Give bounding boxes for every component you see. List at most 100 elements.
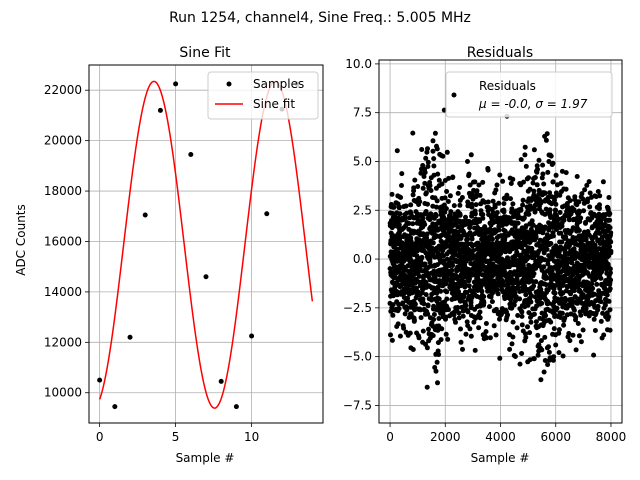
legend-samples-label: Samples bbox=[253, 77, 304, 91]
residual-point bbox=[445, 336, 451, 342]
residual-point bbox=[578, 312, 584, 318]
residual-point bbox=[502, 228, 508, 234]
residual-point bbox=[518, 207, 524, 213]
residual-point bbox=[544, 275, 550, 281]
residual-point bbox=[436, 296, 442, 302]
residual-point bbox=[418, 315, 424, 321]
residual-point bbox=[607, 327, 613, 333]
residual-point bbox=[420, 163, 426, 168]
residual-point bbox=[534, 163, 540, 169]
residual-point bbox=[582, 187, 588, 193]
residual-point bbox=[438, 288, 444, 294]
residual-point bbox=[456, 310, 462, 316]
residual-point bbox=[396, 222, 402, 228]
residual-point bbox=[423, 292, 429, 298]
residual-point bbox=[551, 326, 557, 332]
sine-fit-legend-box bbox=[207, 71, 319, 120]
residual-point bbox=[396, 306, 402, 312]
sine-fit-ytick-label: 10000 bbox=[44, 386, 82, 400]
residual-point bbox=[550, 160, 556, 166]
residual-point bbox=[397, 333, 403, 339]
residual-point bbox=[541, 264, 547, 270]
residual-point bbox=[416, 335, 422, 341]
residual-point bbox=[431, 163, 437, 169]
residual-point bbox=[520, 202, 526, 208]
sine-fit-ylabel: ADC Counts bbox=[14, 204, 28, 276]
residual-point bbox=[607, 266, 613, 272]
residual-point bbox=[436, 177, 442, 183]
residual-point bbox=[571, 207, 577, 213]
residual-point bbox=[532, 175, 538, 180]
residual-point bbox=[467, 182, 473, 188]
residual-point bbox=[607, 270, 613, 276]
residual-point bbox=[584, 182, 590, 188]
residual-point bbox=[486, 205, 491, 210]
residual-point bbox=[431, 312, 437, 317]
residual-point bbox=[505, 312, 511, 318]
residual-point bbox=[561, 322, 567, 328]
residual-point bbox=[607, 225, 613, 231]
residual-point bbox=[551, 354, 557, 360]
residual-point bbox=[410, 130, 416, 136]
residual-point bbox=[577, 209, 582, 215]
residual-point bbox=[397, 211, 403, 217]
residual-point bbox=[457, 202, 463, 208]
residual-point bbox=[550, 233, 556, 239]
residual-point bbox=[535, 332, 541, 338]
residual-point bbox=[472, 179, 478, 185]
residual-point bbox=[532, 207, 538, 213]
residual-point bbox=[424, 384, 430, 390]
residual-point bbox=[558, 315, 563, 320]
residual-point bbox=[399, 183, 404, 188]
residual-point bbox=[476, 182, 482, 188]
residual-point bbox=[517, 296, 523, 302]
residual-point bbox=[441, 214, 447, 220]
residual-point bbox=[422, 222, 428, 227]
sample-point bbox=[188, 152, 194, 157]
residual-point bbox=[591, 316, 597, 322]
residual-point bbox=[548, 153, 554, 159]
residual-point bbox=[466, 283, 472, 289]
residual-point bbox=[520, 197, 526, 203]
residual-point bbox=[552, 197, 557, 203]
residuals-xtick-label: 4000 bbox=[485, 430, 516, 444]
residual-point bbox=[549, 201, 555, 207]
residual-point bbox=[576, 228, 582, 233]
residual-point bbox=[416, 273, 422, 279]
residual-point bbox=[462, 282, 468, 287]
residual-point bbox=[541, 181, 547, 187]
residual-point bbox=[517, 361, 523, 367]
residuals-ticks: 0 2000 4000 6000 8000 −7.5 −5.0 −2.5 0.0 2.5 5.0 7.… bbox=[343, 57, 626, 444]
residual-point bbox=[531, 356, 537, 362]
residual-point bbox=[608, 248, 614, 254]
residual-point bbox=[403, 215, 409, 221]
residual-point bbox=[405, 263, 411, 269]
residual-point bbox=[575, 321, 581, 326]
residual-point bbox=[563, 234, 569, 240]
residual-point bbox=[540, 162, 546, 168]
residual-point bbox=[477, 192, 483, 198]
sample-point bbox=[127, 334, 133, 340]
residual-point bbox=[590, 285, 596, 291]
residuals-xtick-label: 2000 bbox=[430, 430, 461, 444]
residual-point bbox=[459, 195, 465, 200]
figure-suptitle: Run 1254, channel4, Sine Freq.: 5.005 MH… bbox=[169, 10, 471, 26]
residual-point bbox=[389, 337, 395, 343]
residuals-ytick-label: 10.0 bbox=[345, 57, 372, 71]
sine-fit-xtick-label: 5 bbox=[172, 430, 180, 444]
residual-point bbox=[433, 213, 439, 219]
residual-point bbox=[546, 349, 552, 355]
residual-point bbox=[598, 318, 604, 324]
sample-point bbox=[97, 377, 103, 383]
residual-point bbox=[473, 194, 479, 200]
residuals-ytick-label: −5.0 bbox=[343, 350, 372, 364]
sample-point bbox=[218, 378, 224, 384]
residual-point bbox=[510, 176, 516, 182]
residual-point bbox=[530, 180, 536, 186]
residual-point bbox=[479, 288, 485, 294]
residual-point bbox=[526, 175, 531, 181]
residual-point bbox=[400, 300, 406, 306]
residual-point bbox=[466, 171, 472, 177]
residual-point bbox=[539, 175, 545, 181]
